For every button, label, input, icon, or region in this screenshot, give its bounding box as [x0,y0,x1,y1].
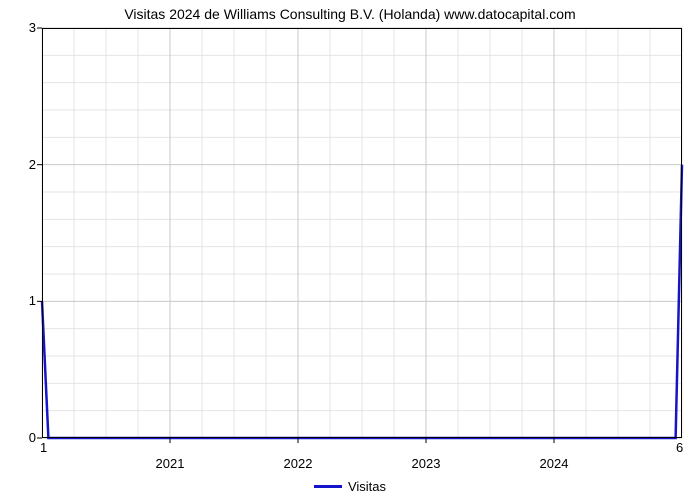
x-tick-label: 2022 [284,456,313,471]
legend-swatch [314,485,342,488]
y-tick-label: 3 [12,20,36,35]
y-tick-label: 1 [12,293,36,308]
x-corner-left: 1 [40,440,47,455]
x-tick-label: 2023 [412,456,441,471]
x-tick-label: 2021 [156,456,185,471]
chart-legend: Visitas [0,478,700,494]
legend-label: Visitas [348,479,386,494]
y-tick-label: 2 [12,157,36,172]
chart-title: Visitas 2024 de Williams Consulting B.V.… [0,6,700,22]
y-tick-label: 0 [12,430,36,445]
x-corner-right: 6 [676,440,683,455]
chart-plot [42,28,682,438]
x-tick-label: 2024 [540,456,569,471]
